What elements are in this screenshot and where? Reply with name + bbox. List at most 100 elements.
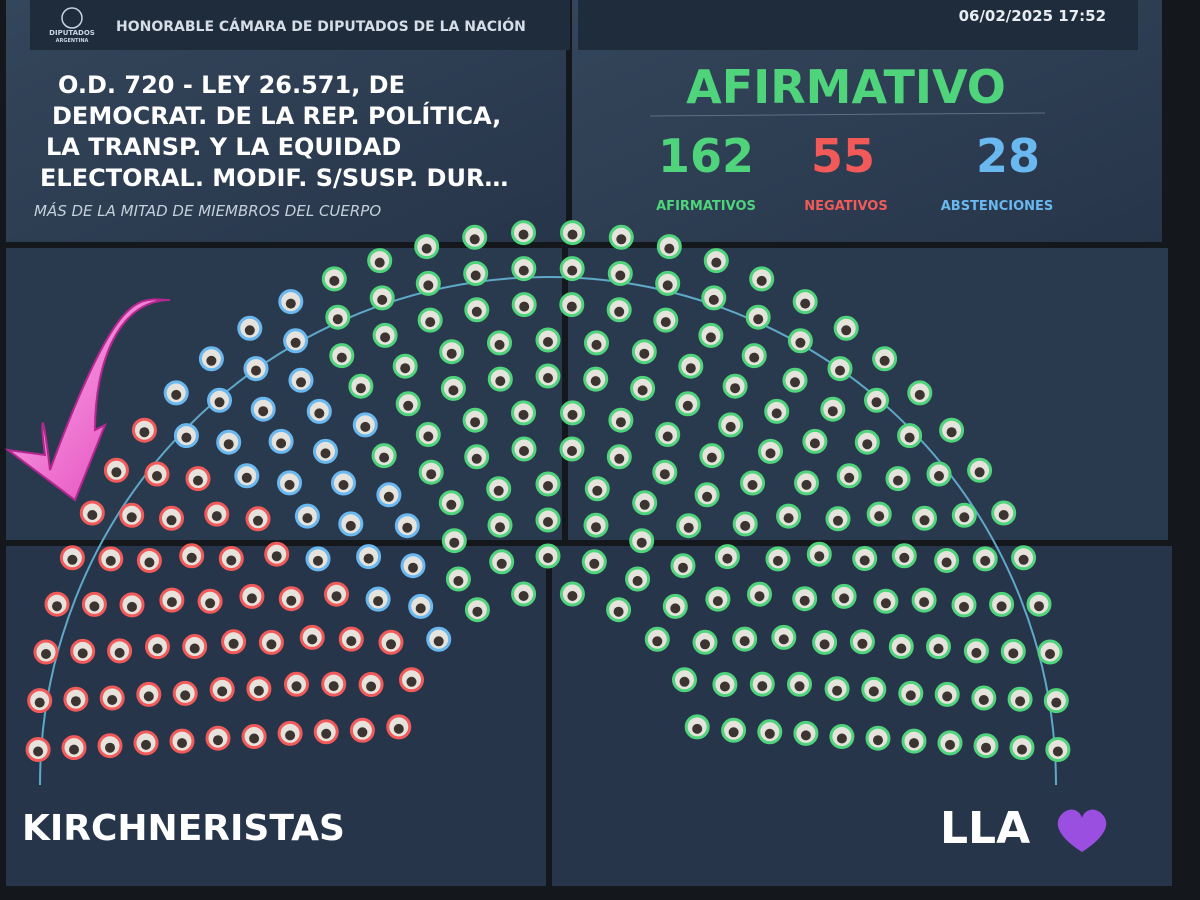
seat-face (590, 376, 601, 387)
seat-face (253, 685, 264, 696)
count-value: 162 (658, 129, 754, 183)
seat-face (471, 306, 482, 317)
seat-face (659, 469, 670, 480)
seat-face (730, 383, 741, 394)
seat-face (934, 471, 944, 481)
seat-face (408, 562, 418, 573)
seat-face (205, 598, 216, 609)
seat-face (662, 431, 673, 442)
seat-face (193, 475, 203, 486)
seat-face (809, 438, 820, 449)
seat-face (223, 439, 234, 450)
count-value: 28 (976, 129, 1040, 183)
seat-face (567, 446, 577, 456)
seat-face (790, 377, 800, 388)
seat-face (833, 515, 843, 526)
seat-face (905, 690, 916, 701)
seat-face (246, 593, 257, 604)
motion-line: O.D. 720 - LEY 26.571, DE (58, 71, 405, 99)
seat-face (423, 431, 434, 442)
seat-face (271, 551, 282, 562)
seat-face (519, 301, 530, 312)
seat-face (180, 690, 191, 701)
seat-face (228, 638, 239, 649)
divider (649, 112, 1046, 117)
seat-face (764, 728, 775, 739)
seat-face (357, 727, 368, 738)
seat-face (496, 558, 507, 569)
seat-face (126, 512, 137, 523)
seat-face (127, 601, 137, 612)
seat-face (589, 558, 600, 569)
seat-face (799, 595, 810, 606)
header-bar (30, 0, 570, 50)
seat-face (332, 314, 343, 325)
seat-face (543, 553, 553, 563)
seat-face (639, 348, 650, 359)
seat-face (959, 601, 969, 612)
seat-face (919, 597, 930, 608)
seat-face (211, 511, 222, 522)
seat-face (69, 744, 79, 755)
seat-face (980, 555, 991, 566)
seat-face (567, 591, 578, 601)
seat-face (670, 603, 681, 614)
seat-face (329, 275, 340, 286)
seat-face (213, 735, 223, 746)
seat-face (839, 593, 850, 604)
seat-face (702, 491, 713, 502)
seat-face (276, 438, 287, 449)
seat-face (1018, 554, 1029, 565)
seat-face (708, 294, 719, 305)
seat-face (959, 512, 970, 523)
seat-face (338, 480, 349, 490)
seat-face (945, 739, 955, 750)
seat-face (747, 480, 758, 490)
seat-face (41, 649, 51, 659)
seat-face (70, 696, 81, 707)
seat-face (226, 555, 237, 566)
seat-face (899, 552, 910, 563)
seat-face (518, 591, 529, 601)
motion-line: DEMOCRAT. DE LA REP. POLÍTICA, (52, 101, 501, 130)
seat-face (753, 314, 764, 325)
seat-face (284, 479, 295, 490)
seat-face (946, 427, 957, 438)
seat-face (783, 513, 794, 524)
seat-face (543, 337, 553, 347)
seat-face (241, 472, 252, 483)
seat-face (471, 453, 482, 464)
seat-face (393, 723, 404, 734)
seat-face (543, 481, 553, 491)
seat-face (739, 636, 750, 647)
seat-face (773, 555, 783, 566)
seat-face (711, 257, 722, 268)
seat-face (379, 452, 390, 463)
seat-face (403, 400, 414, 411)
seat-face (114, 647, 125, 658)
seat-face (52, 601, 62, 612)
seat-face (402, 522, 413, 533)
seat-face (493, 485, 504, 496)
seat-face (166, 597, 177, 608)
seat-face (33, 746, 44, 757)
seat-face (664, 243, 675, 254)
seat-face (683, 522, 694, 533)
seat-face (400, 363, 411, 374)
seat-face (152, 643, 163, 654)
seat-face (377, 294, 388, 305)
seat-face (874, 511, 885, 522)
seat-face (615, 417, 626, 428)
seat-face (285, 298, 296, 309)
seat-face (660, 317, 671, 328)
seat-face (449, 537, 460, 548)
seat-face (801, 479, 812, 490)
seat-face (836, 733, 847, 744)
seat-face (251, 365, 261, 376)
seat-face (331, 591, 342, 602)
seat-face (314, 408, 325, 419)
seat-face (472, 606, 483, 617)
seat-face (107, 695, 118, 705)
motion-line: LA TRANSP. Y LA EQUIDAD (46, 133, 401, 161)
seat-face (942, 691, 953, 702)
